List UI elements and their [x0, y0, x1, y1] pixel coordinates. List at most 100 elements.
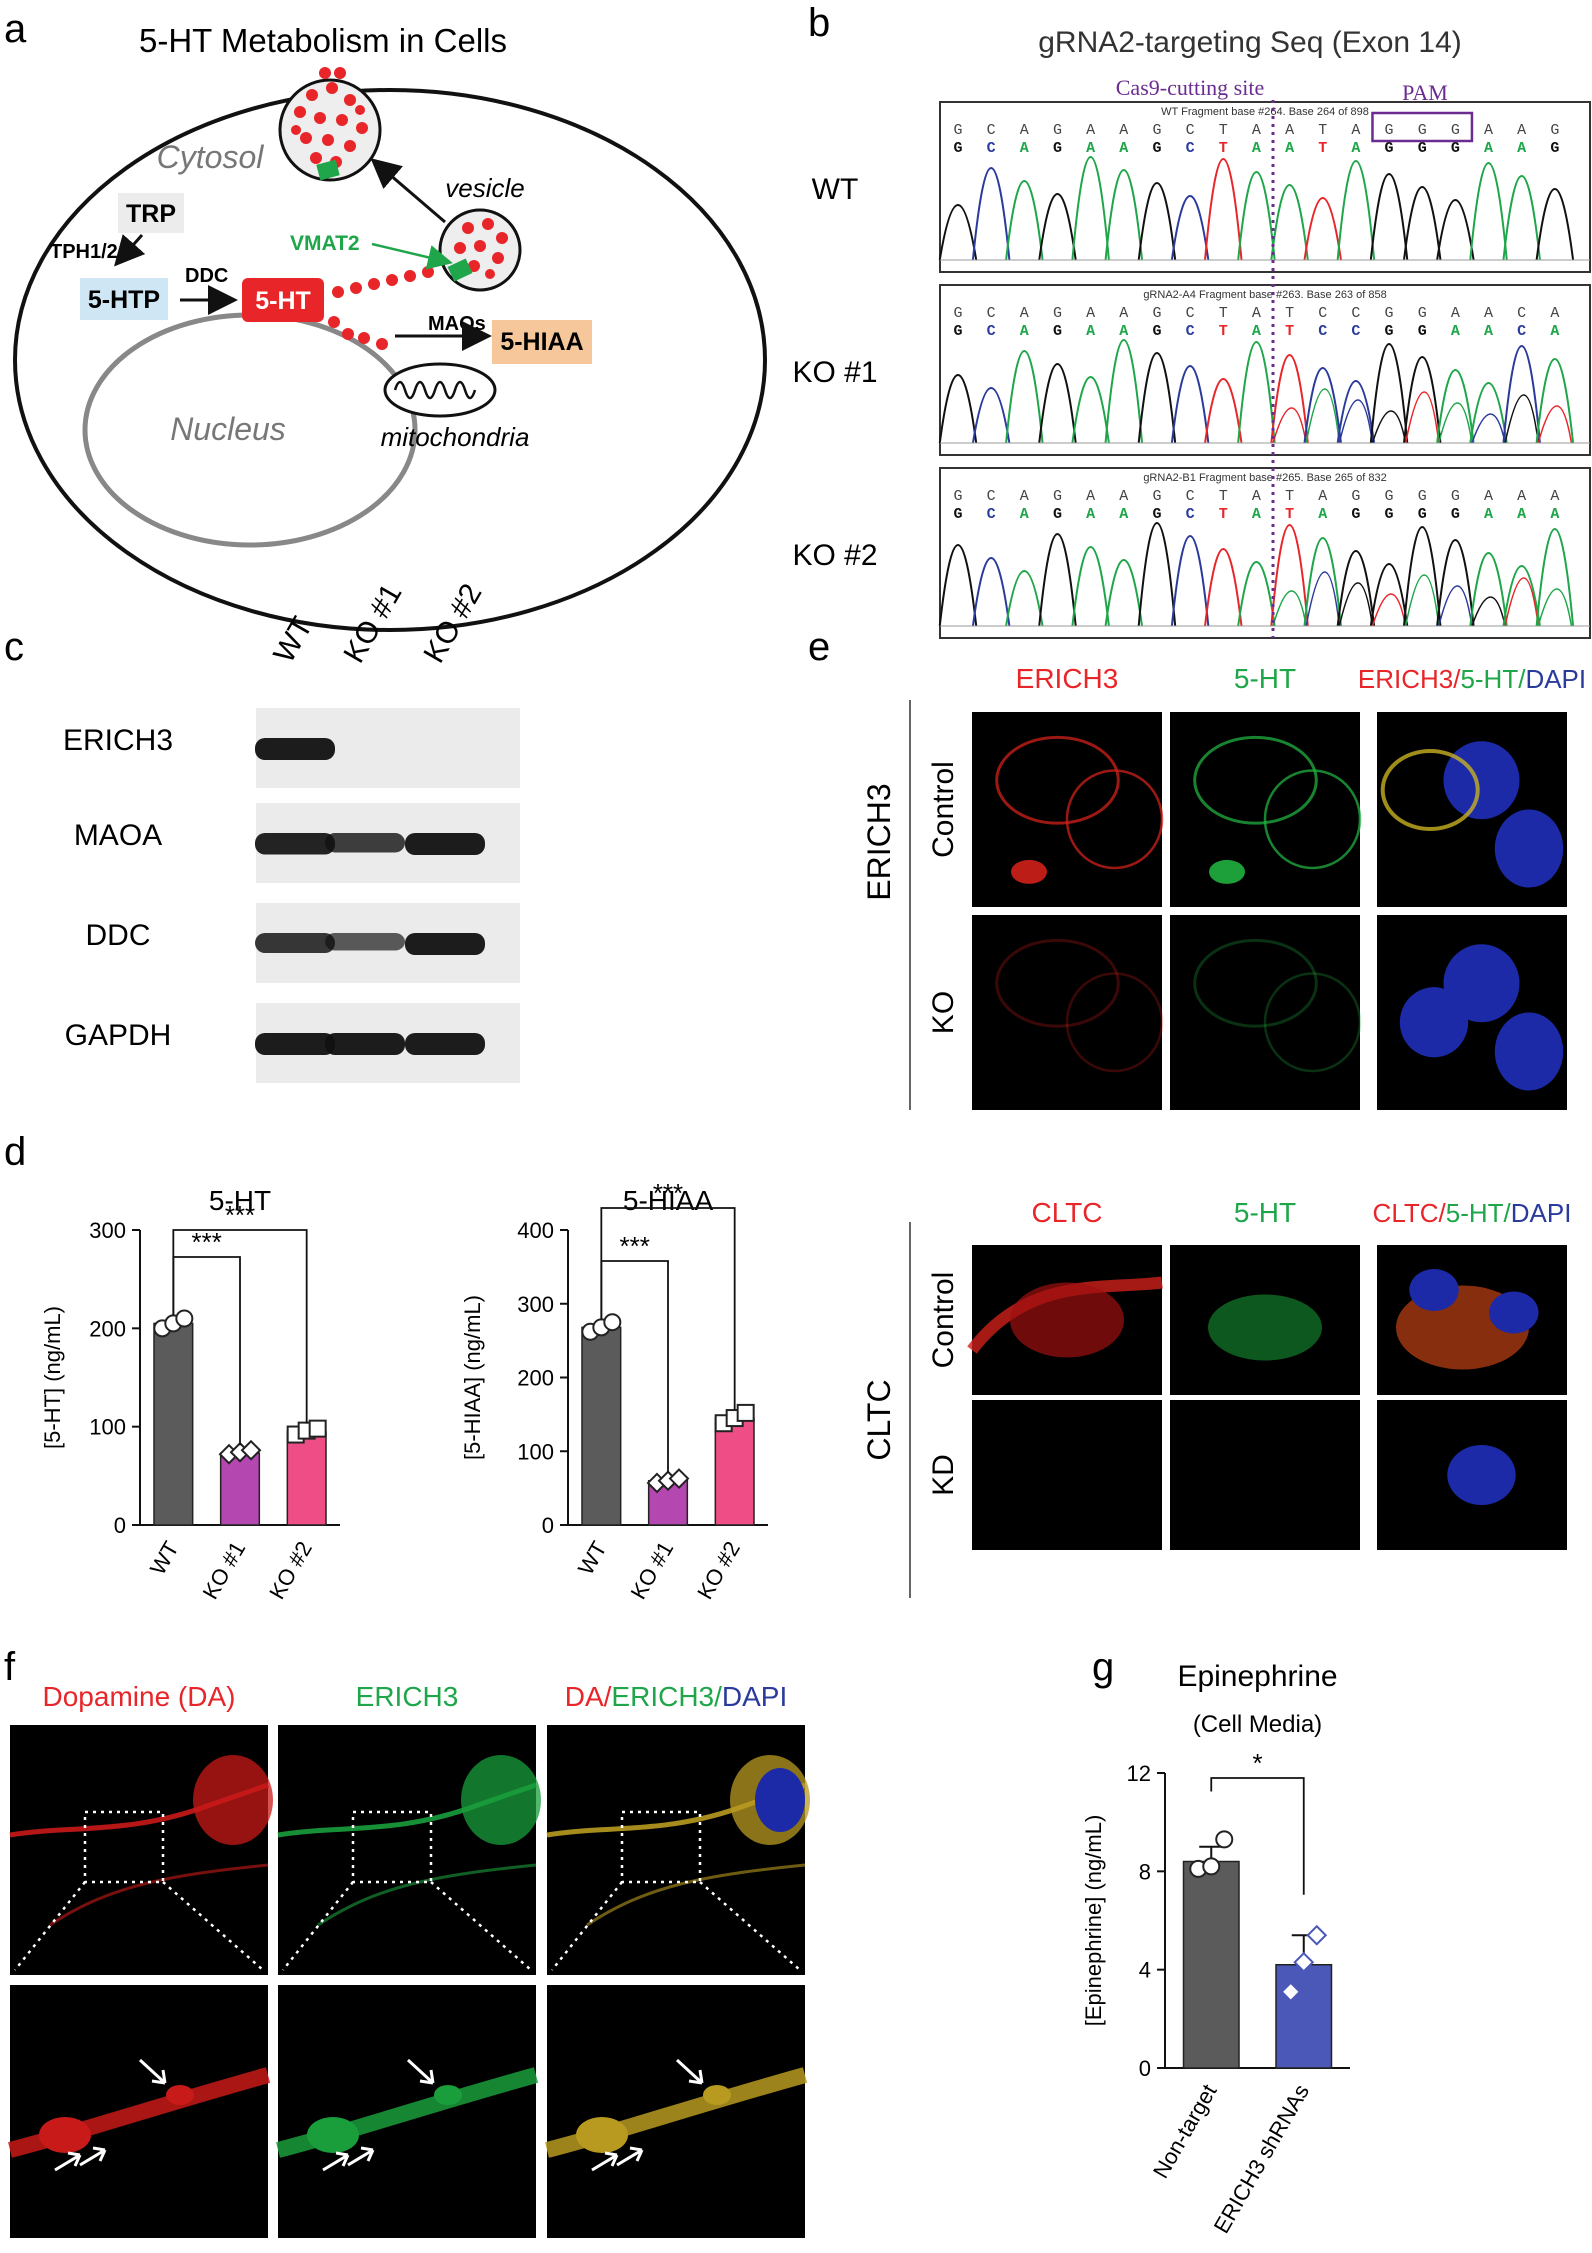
- trace-peak: [1005, 570, 1044, 627]
- chromatogram-row-label: KO #2: [792, 539, 877, 572]
- merged-label-part: DAPI: [1525, 664, 1586, 694]
- protein-label: DDC: [86, 919, 151, 952]
- neurite-zoom: [8, 2067, 271, 2158]
- trace-peak: [1336, 550, 1376, 627]
- base-call-colored: A: [1086, 506, 1095, 523]
- y-tick-label: 300: [89, 1218, 126, 1243]
- dapi-nucleus: [755, 1768, 805, 1832]
- trace-peak: [1170, 365, 1210, 444]
- chart-5hiaa: 5-HIAA 0 100 200 300 400 [5-HIAA] (ng/mL) WT KO …: [460, 1178, 768, 1604]
- zoom-guide: [162, 1881, 264, 1971]
- trace-peak: [1402, 356, 1442, 444]
- cell-body: [461, 1755, 541, 1845]
- blot-band: [325, 1033, 405, 1055]
- panel-a-title: 5-HT Metabolism in Cells: [139, 22, 507, 59]
- blot-band: [255, 833, 335, 855]
- base-call-plain: A: [1451, 305, 1460, 322]
- data-point: [1306, 1924, 1328, 1946]
- panel-f-microscopy: Dopamine (DA) ERICH3 DA/ERICH3/DAPI: [8, 1681, 810, 2238]
- trace-peak: [971, 557, 1011, 627]
- cell-outline: [1065, 972, 1164, 1073]
- y-axis-label: [5-HIAA] (ng/mL): [460, 1295, 485, 1460]
- base-call-plain: G: [1385, 305, 1394, 322]
- chart-title: 5-HIAA: [623, 1185, 714, 1216]
- zoom-box: [351, 1810, 433, 1884]
- chart-title: 5-HT: [209, 1185, 271, 1216]
- base-call-plain: T: [1285, 305, 1294, 322]
- chromatogram-header: gRNA2-B1 Fragment base #265. Base 265 of…: [1143, 472, 1386, 484]
- group-label: ERICH3: [861, 783, 897, 900]
- base-call-colored: A: [1119, 506, 1128, 523]
- base-call-colored: A: [1020, 140, 1029, 157]
- trace-peak: [1038, 533, 1077, 627]
- x-tick-label: KO #2: [692, 1537, 745, 1604]
- trace-secondary-peak: [1471, 413, 1506, 444]
- y-tick-label: 200: [89, 1316, 126, 1341]
- base-call-plain: A: [1517, 122, 1526, 139]
- panel-e-microscopy: ERICH3 5-HT ERICH3/5-HT/DAPI ERICH3 Control K…: [861, 663, 1586, 1598]
- base-call-plain: A: [1252, 488, 1261, 505]
- trace-peak: [938, 204, 978, 261]
- mitochondria-shape: [383, 362, 497, 418]
- varicosity: [576, 2117, 628, 2153]
- trace-peak: [1502, 345, 1541, 444]
- varicosity: [434, 2085, 462, 2105]
- micro-col-label: ERICH3: [1016, 663, 1119, 694]
- trace-peak: [1436, 369, 1475, 444]
- zoom-guide: [14, 1881, 86, 1971]
- base-call-colored: A: [1550, 506, 1559, 523]
- trace-peak: [1104, 169, 1144, 261]
- data-point: [603, 1313, 622, 1332]
- neurite: [49, 1863, 269, 1927]
- arrow-marker: [675, 2058, 704, 2085]
- cell-outline: [1193, 735, 1318, 825]
- micro-col-label: CLTC: [1031, 1197, 1102, 1228]
- trace-peak: [1005, 180, 1044, 261]
- blot-band: [325, 933, 405, 951]
- base-call-plain: G: [953, 122, 962, 139]
- base-call-colored: G: [1053, 140, 1062, 157]
- base-call-colored: G: [953, 323, 962, 340]
- bright-puncta: [1209, 859, 1245, 884]
- dapi-nucleus: [1489, 1291, 1539, 1334]
- merge-outline: [1380, 749, 1480, 831]
- y-tick-label: 100: [517, 1439, 554, 1464]
- trace-peak: [1336, 160, 1376, 261]
- trace-peak: [1237, 561, 1276, 627]
- 5ht-dots-to-vesicle: [332, 266, 434, 298]
- pam-box: [1371, 111, 1474, 143]
- base-call-plain: A: [1020, 305, 1029, 322]
- base-call-plain: G: [1418, 488, 1427, 505]
- trace-peak: [1469, 382, 1508, 444]
- base-call-colored: A: [1119, 323, 1128, 340]
- base-call-colored: G: [1451, 140, 1460, 157]
- protein-label: MAOA: [74, 819, 162, 852]
- cell-outline: [1263, 972, 1362, 1073]
- y-tick-label: 100: [89, 1415, 126, 1440]
- trace-secondary-peak: [1305, 571, 1341, 627]
- chromatograms: WT WT Fragment base #264. Base 264 of 898…: [792, 100, 1591, 639]
- neurite-zoom: [276, 2067, 539, 2158]
- micro-col-label: ERICH3: [356, 1681, 459, 1712]
- base-call-colored: A: [1086, 140, 1095, 157]
- zoom-guide: [430, 1881, 532, 1971]
- base-call-plain: C: [1186, 305, 1195, 322]
- chart-title: Epinephrine: [1177, 1660, 1337, 1693]
- protein-label: GAPDH: [65, 1019, 172, 1052]
- panel-a-diagram: 5-HT Metabolism in Cells Nucleus Cytosol…: [13, 22, 767, 632]
- data-point: [1280, 1981, 1302, 2003]
- merged-label-part: DA/: [565, 1681, 612, 1712]
- x-tick-label: WT: [145, 1537, 184, 1579]
- base-call-colored: G: [1053, 506, 1062, 523]
- x-tick-label: KO #2: [264, 1537, 317, 1604]
- bar: [1182, 1860, 1240, 2069]
- arrow-marker: [79, 2146, 107, 2167]
- base-call-plain: A: [1020, 488, 1029, 505]
- merged-label-part: CLTC/: [1373, 1198, 1447, 1228]
- chromatogram-header: WT Fragment base #264. Base 264 of 898: [1161, 106, 1369, 118]
- y-axis-label: [Epinephrine] (ng/mL): [1081, 1815, 1106, 2027]
- vmat2-label: VMAT2: [290, 232, 360, 255]
- base-call-colored: C: [987, 323, 996, 340]
- trace-peak: [1204, 378, 1243, 444]
- trace-peak: [1204, 158, 1243, 261]
